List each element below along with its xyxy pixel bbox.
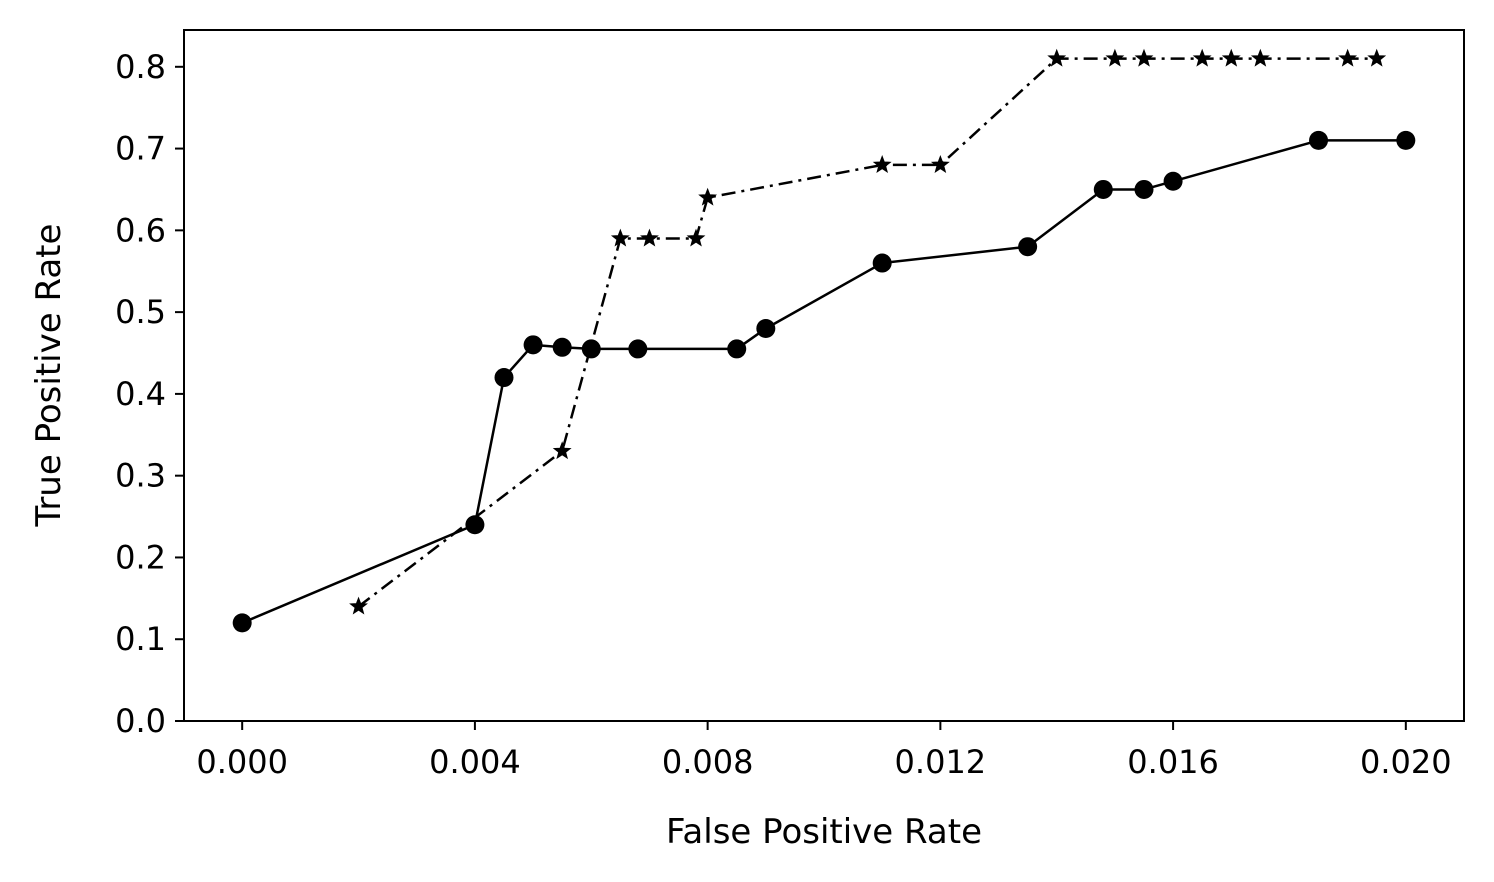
series-1 — [232, 130, 1416, 633]
series-2 — [349, 48, 1387, 615]
y-tick-label: 0.3 — [115, 457, 166, 495]
data-point-star — [610, 228, 630, 247]
y-axis-ticks: 0.0 0.1 0.2 0.3 0.4 0.5 0.6 0.7 0.8 — [115, 48, 184, 740]
data-point-circle — [872, 253, 892, 273]
x-tick-label: 0.012 — [895, 743, 987, 781]
data-point-star — [1047, 48, 1067, 67]
y-tick-label: 0.7 — [115, 130, 166, 168]
data-point-circle — [756, 318, 776, 338]
plot-frame — [183, 29, 1465, 722]
data-point-star — [349, 596, 368, 615]
data-point-circle — [628, 339, 648, 359]
data-point-circle — [1093, 179, 1113, 199]
data-point-star — [552, 441, 572, 460]
x-tick-label: 0.000 — [196, 743, 288, 781]
data-point-star — [698, 187, 718, 206]
y-tick-label: 0.5 — [115, 293, 166, 331]
data-point-star — [930, 155, 950, 173]
data-point-star — [1221, 48, 1241, 67]
y-tick-label: 0.2 — [115, 538, 166, 576]
series-layer — [232, 48, 1416, 633]
data-point-circle — [581, 339, 601, 359]
data-point-circle — [552, 337, 572, 357]
data-point-star — [686, 228, 706, 247]
x-axis-ticks: 0.000 0.004 0.008 0.012 0.016 0.020 — [196, 721, 1452, 781]
x-tick-label: 0.020 — [1360, 743, 1452, 781]
x-tick-label: 0.016 — [1127, 743, 1219, 781]
data-point-star — [1192, 48, 1212, 67]
data-point-star — [1134, 48, 1154, 67]
y-axis-label: True Positive Rate — [29, 224, 69, 528]
y-tick-label: 0.1 — [115, 620, 166, 658]
series-2-line — [357, 57, 1377, 608]
data-point-circle — [494, 368, 514, 388]
y-tick-label: 0.4 — [115, 375, 166, 413]
data-point-circle — [1018, 237, 1038, 257]
data-point-circle — [727, 339, 747, 359]
x-axis-label: False Positive Rate — [666, 812, 982, 852]
data-point-circle — [1163, 171, 1183, 191]
data-point-circle — [232, 613, 252, 633]
y-tick-label: 0.0 — [115, 702, 166, 740]
data-point-star — [872, 155, 892, 173]
data-point-circle — [1396, 130, 1416, 150]
x-tick-label: 0.004 — [429, 743, 521, 781]
data-point-star — [1367, 48, 1387, 67]
data-point-star — [1338, 48, 1358, 67]
data-point-circle — [523, 335, 543, 355]
y-tick-label: 0.6 — [115, 211, 166, 249]
data-point-circle — [1134, 179, 1154, 199]
data-point-circle — [1309, 130, 1329, 150]
data-point-star — [640, 228, 659, 247]
series-1-line — [241, 139, 1406, 625]
data-point-circle — [465, 515, 485, 535]
x-tick-label: 0.008 — [662, 743, 754, 781]
data-point-star — [1105, 48, 1125, 67]
y-tick-label: 0.8 — [115, 48, 166, 86]
data-point-star — [1250, 48, 1270, 67]
